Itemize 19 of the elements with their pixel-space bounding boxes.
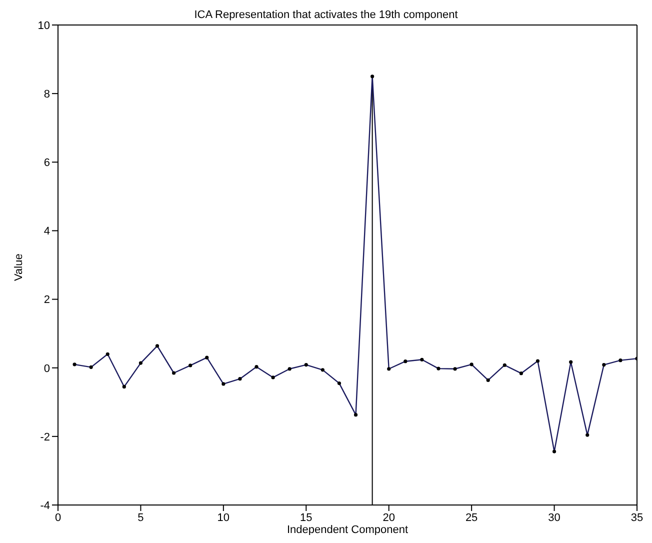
x-axis-title: Independent Component (286, 524, 408, 536)
chart-title: ICA Representation that activates the 19th component (194, 9, 458, 21)
x-tick-label: 0 (54, 512, 62, 524)
x-tick-label: 10 (217, 512, 230, 524)
x-tick-label: 35 (630, 512, 644, 524)
y-axis-title: Value (12, 254, 25, 281)
y-tick-label: -4 (40, 500, 50, 512)
y-tick-label: 6 (44, 157, 50, 170)
y-tick-label: 8 (44, 88, 50, 100)
y-tick-label: 2 (44, 294, 50, 306)
x-tick-label: 25 (465, 512, 478, 524)
x-tick-label: 30 (548, 512, 560, 524)
x-tick-label: 20 (382, 512, 395, 524)
y-tick-label: 10 (38, 20, 50, 32)
y-tick-label: 0 (44, 362, 50, 375)
y-tick-label: 4 (44, 226, 50, 238)
y-tick-label: -2 (40, 431, 50, 444)
x-tick-label: 15 (300, 512, 312, 524)
x-tick-label: 5 (138, 512, 144, 524)
